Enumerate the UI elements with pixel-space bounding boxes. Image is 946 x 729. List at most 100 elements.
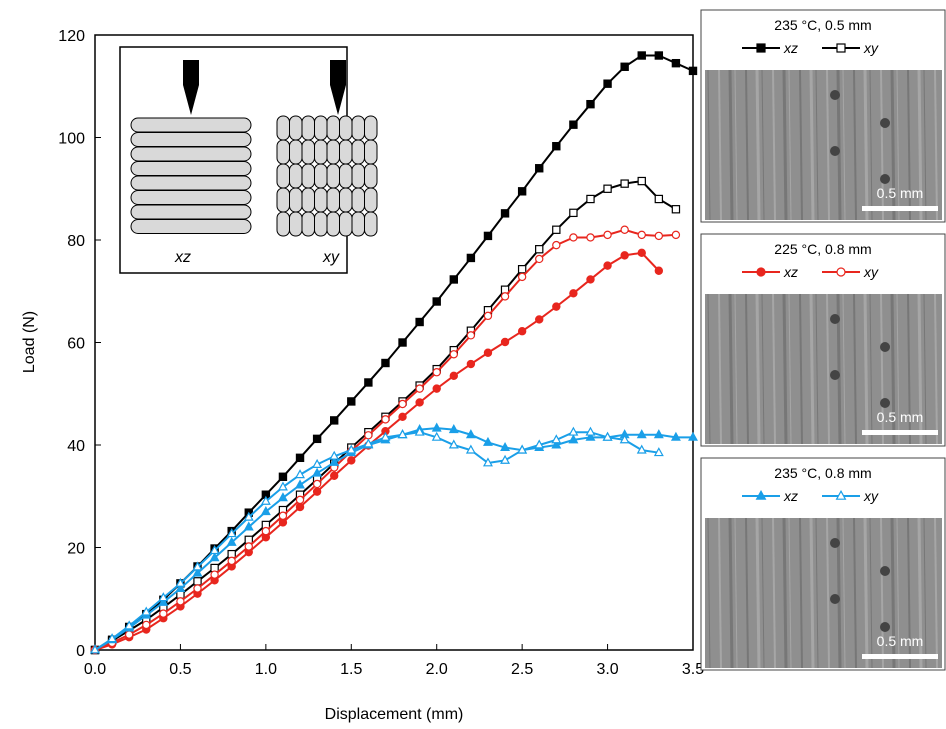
strand — [314, 163, 328, 189]
scale-bar — [862, 654, 938, 659]
strand — [339, 211, 353, 237]
scale-bar — [862, 206, 938, 211]
marker — [449, 275, 459, 284]
strand — [339, 115, 353, 141]
x-tick-label: 3.5 — [682, 661, 704, 678]
marker — [465, 444, 476, 454]
marker — [347, 397, 356, 406]
x-tick-label: 2.0 — [426, 661, 448, 678]
micrograph-streak — [917, 293, 923, 445]
marker — [535, 254, 544, 264]
micrograph-streak — [826, 517, 830, 669]
indenter — [183, 60, 199, 115]
micrograph-streak — [880, 293, 884, 445]
marker — [380, 431, 391, 441]
micrograph-streak — [890, 69, 896, 221]
scale-bar-label: 0.5 mm — [877, 185, 924, 201]
marker — [312, 487, 322, 496]
marker — [260, 495, 271, 505]
marker — [756, 267, 766, 277]
strand — [301, 163, 315, 189]
micrograph-pore — [830, 146, 840, 156]
legend-panel: 235 °C, 0.5 mm xz xy 0.5 mm — [700, 9, 946, 223]
micrograph-streak — [896, 293, 900, 445]
marker — [552, 240, 561, 250]
layer — [130, 175, 252, 191]
marker — [227, 556, 236, 566]
micrograph-streak — [782, 69, 788, 221]
strand — [364, 115, 378, 141]
marker — [243, 521, 254, 531]
strand — [351, 115, 365, 141]
marker — [551, 439, 562, 449]
micrograph-streak — [788, 293, 792, 445]
micrograph-streak — [799, 517, 803, 669]
micrograph-streak — [923, 293, 927, 445]
legend-panel: 235 °C, 0.8 mm xz xy 0.5 mm — [700, 457, 946, 671]
inset-label: xz — [174, 249, 191, 266]
micrograph — [705, 294, 942, 444]
micrograph-streak — [728, 517, 734, 669]
micrograph-pore — [830, 90, 840, 100]
x-tick-label: 2.5 — [511, 661, 533, 678]
marker — [398, 399, 407, 409]
marker — [415, 384, 424, 393]
marker — [483, 311, 493, 321]
marker — [175, 577, 186, 587]
xy-layers — [276, 115, 378, 237]
marker — [603, 79, 612, 88]
marker — [603, 184, 612, 193]
strand — [289, 163, 303, 189]
micrograph-streak — [728, 293, 734, 445]
marker — [159, 609, 168, 618]
marker — [277, 492, 288, 502]
micrograph-streak — [923, 69, 927, 221]
inset: xz xy — [119, 46, 378, 274]
marker — [312, 434, 322, 444]
marker — [688, 66, 698, 76]
micrograph-streak — [842, 517, 846, 669]
marker — [836, 267, 846, 277]
marker — [569, 289, 578, 298]
micrograph-streak — [853, 293, 857, 445]
marker — [569, 208, 578, 218]
marker — [295, 502, 305, 512]
marker — [585, 431, 596, 441]
marker — [671, 205, 681, 214]
marker — [653, 447, 664, 457]
marker — [363, 438, 374, 448]
x-axis-label: Displacement (mm) — [325, 706, 464, 723]
marker — [569, 120, 578, 129]
strand — [276, 115, 290, 141]
y-tick-label: 100 — [58, 131, 85, 148]
x-tick-label: 3.0 — [596, 661, 618, 678]
marker — [449, 371, 458, 381]
micrograph-streak — [718, 293, 722, 445]
micrograph-streak — [869, 69, 873, 221]
marker — [312, 479, 322, 489]
micrograph-pore — [880, 566, 890, 576]
marker — [466, 253, 476, 263]
y-tick-label: 120 — [58, 28, 85, 45]
strand — [276, 163, 290, 189]
marker — [448, 439, 459, 449]
micrograph-streak — [863, 69, 869, 221]
marker — [330, 471, 339, 480]
marker — [192, 561, 203, 571]
marker — [603, 261, 612, 270]
marker — [243, 511, 254, 521]
strand — [301, 139, 315, 165]
micrograph-streak — [809, 69, 815, 221]
marker — [688, 431, 698, 441]
marker — [381, 415, 390, 424]
layer — [130, 219, 252, 234]
marker — [636, 444, 647, 454]
strand — [301, 115, 315, 141]
micrograph-pore — [880, 118, 890, 128]
marker — [312, 467, 323, 477]
micrograph-streak — [799, 293, 803, 445]
marker — [569, 233, 578, 242]
micrograph-streak — [755, 293, 761, 445]
legend-title: 225 °C, 0.8 mm — [774, 241, 871, 257]
marker — [364, 378, 373, 387]
